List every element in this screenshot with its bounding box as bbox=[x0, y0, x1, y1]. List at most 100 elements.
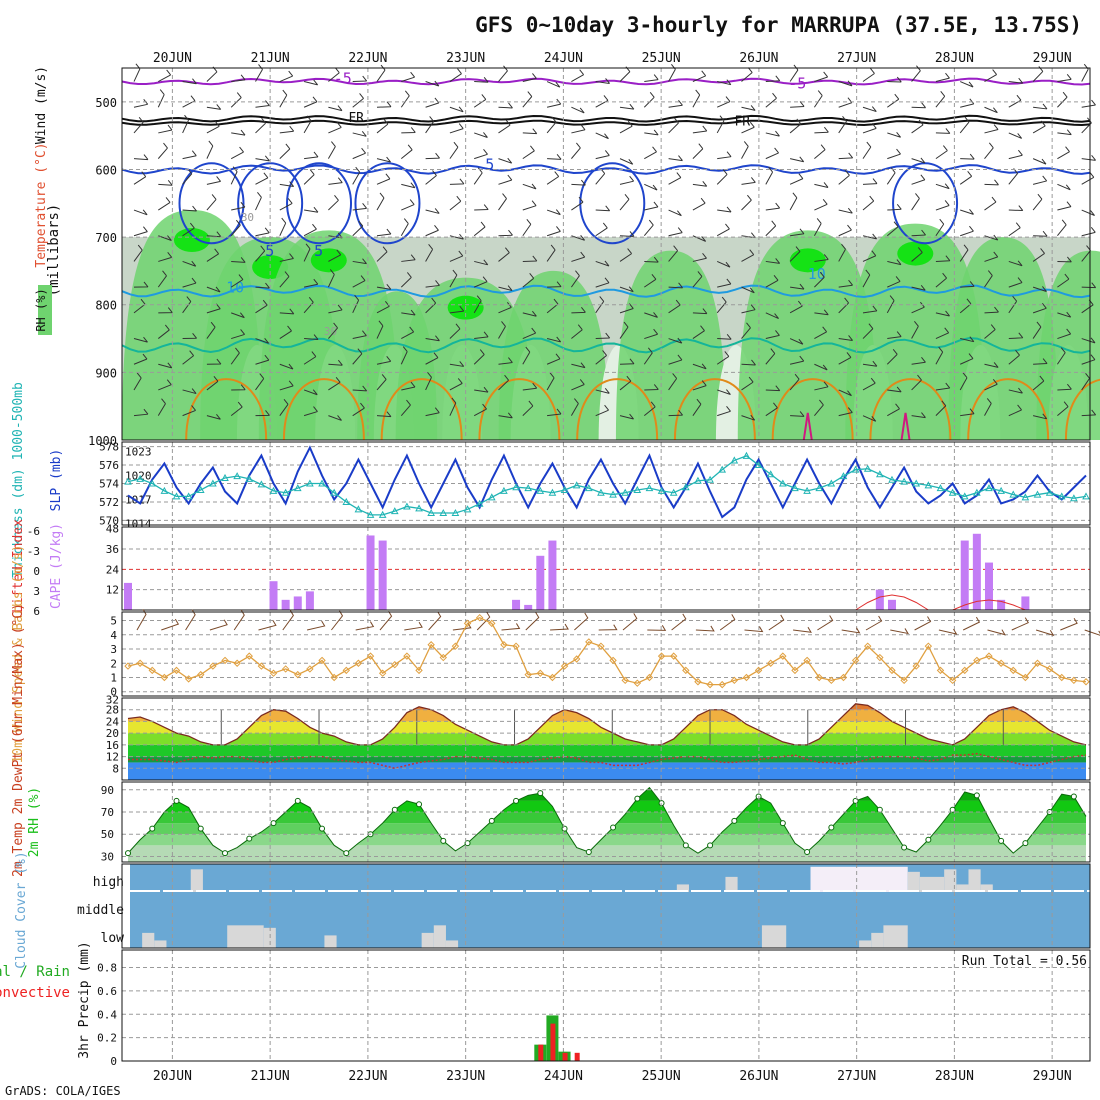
rh-point bbox=[682, 842, 689, 849]
rh-tick-label: 50 bbox=[101, 828, 114, 841]
wind-barb bbox=[741, 177, 756, 185]
cape-bar bbox=[366, 535, 375, 610]
thickness-point bbox=[960, 492, 969, 500]
thickness-point bbox=[306, 479, 314, 487]
thickness-point bbox=[815, 484, 824, 492]
cape-bar bbox=[524, 604, 533, 610]
wind-barb bbox=[376, 411, 392, 418]
wind-barb bbox=[765, 220, 777, 237]
date-tick-label: 23JUN bbox=[446, 51, 485, 66]
rh-saturated-core bbox=[897, 241, 934, 266]
wind-barb bbox=[984, 324, 996, 339]
lifted-index-tick-label: -6 bbox=[27, 525, 40, 538]
wind-speed-point bbox=[427, 641, 435, 649]
rh-units-label: RH (%) bbox=[34, 288, 48, 331]
wind-barb bbox=[862, 233, 878, 240]
wind-barb bbox=[1008, 404, 1022, 417]
wind-barb bbox=[376, 228, 392, 237]
wind-barb bbox=[984, 234, 999, 241]
wind-barb bbox=[303, 169, 315, 185]
wind-barb bbox=[157, 89, 165, 108]
rh-point bbox=[973, 792, 980, 799]
wind-barb bbox=[765, 385, 781, 392]
cape-bar bbox=[293, 596, 302, 610]
wind-barb bbox=[619, 103, 635, 110]
wind-barb bbox=[206, 194, 217, 211]
wind-barb bbox=[474, 331, 489, 340]
wind-barb bbox=[522, 73, 537, 83]
wind-speed-point bbox=[269, 669, 278, 677]
thickness-tick-label: 572 bbox=[99, 496, 119, 509]
wind-barb bbox=[935, 72, 950, 83]
isotherm-plus5-loop bbox=[892, 162, 959, 245]
wind-speed-point bbox=[160, 673, 169, 682]
isotherm-plus20-bulge bbox=[576, 378, 659, 441]
wind-barb bbox=[692, 308, 708, 315]
wind-barb bbox=[158, 235, 172, 241]
wind-barb bbox=[157, 324, 170, 339]
thickness-point bbox=[1070, 494, 1078, 502]
rh-point bbox=[779, 820, 786, 827]
panel-border bbox=[121, 441, 1091, 526]
wind-barb bbox=[206, 358, 222, 365]
wind-barb bbox=[886, 295, 895, 314]
wind-barb bbox=[279, 217, 287, 236]
cape-bar bbox=[972, 533, 981, 610]
wind-barb bbox=[838, 170, 850, 185]
wind-barb bbox=[619, 175, 635, 185]
wind-barb bbox=[643, 401, 656, 417]
wind-barb bbox=[498, 102, 513, 109]
wind-speed-point bbox=[294, 670, 302, 679]
wind-barb bbox=[1057, 146, 1070, 160]
wind-barb bbox=[862, 250, 877, 262]
thickness-point bbox=[827, 479, 836, 487]
wind-barb bbox=[643, 219, 654, 237]
wind-barb bbox=[741, 322, 751, 339]
wind-barb bbox=[741, 286, 755, 294]
slp-thickness-panel: 5705725745765781014101710201023Thickness… bbox=[11, 382, 1091, 578]
wind-barb bbox=[1057, 256, 1072, 263]
high-cloud-block bbox=[676, 884, 689, 892]
thickness-tick-label: 578 bbox=[99, 441, 119, 454]
wind-speed-point bbox=[839, 673, 848, 682]
wind-tick-label: 4 bbox=[110, 629, 117, 642]
wind-barb bbox=[498, 119, 511, 134]
rh-point bbox=[537, 790, 544, 797]
wind-barb bbox=[1081, 409, 1097, 417]
isotherm-plus25-bulge bbox=[802, 412, 813, 441]
surface-wind-barb bbox=[793, 626, 812, 633]
wind-barb bbox=[327, 141, 336, 159]
wind-speed-point bbox=[888, 666, 896, 675]
low-cloud-block bbox=[433, 925, 446, 948]
wind-barb bbox=[473, 295, 482, 314]
wind-barb bbox=[644, 183, 658, 191]
thickness-point bbox=[463, 505, 472, 513]
wind-barb bbox=[182, 114, 189, 134]
wind-barb bbox=[595, 132, 609, 140]
wind-speed-point bbox=[197, 670, 205, 679]
wind-barb bbox=[546, 116, 557, 134]
wind-barb bbox=[182, 405, 196, 417]
wind-barb bbox=[1081, 354, 1096, 365]
wind-barb bbox=[473, 167, 483, 185]
wind-barb bbox=[984, 270, 993, 288]
wind-barb bbox=[255, 117, 266, 134]
wind-barb bbox=[425, 407, 440, 417]
isotherm-plus5-loop bbox=[286, 162, 353, 245]
wind-barb bbox=[984, 124, 999, 134]
wind-barb bbox=[692, 197, 706, 211]
wind-barb bbox=[1057, 311, 1072, 318]
thickness-point bbox=[718, 465, 727, 473]
thickness-point bbox=[742, 451, 751, 459]
rh-point bbox=[222, 850, 229, 857]
wind-barb bbox=[352, 348, 363, 365]
wind-barb bbox=[984, 196, 997, 211]
wind-barb bbox=[231, 201, 246, 211]
rh-tick-label: 70 bbox=[101, 806, 114, 819]
wind-barb bbox=[304, 151, 319, 160]
wind-barb bbox=[376, 101, 392, 108]
wind-barb bbox=[741, 141, 749, 159]
wind-speed-point bbox=[415, 666, 423, 675]
rh-point bbox=[197, 825, 204, 832]
wind-barb bbox=[716, 96, 731, 108]
